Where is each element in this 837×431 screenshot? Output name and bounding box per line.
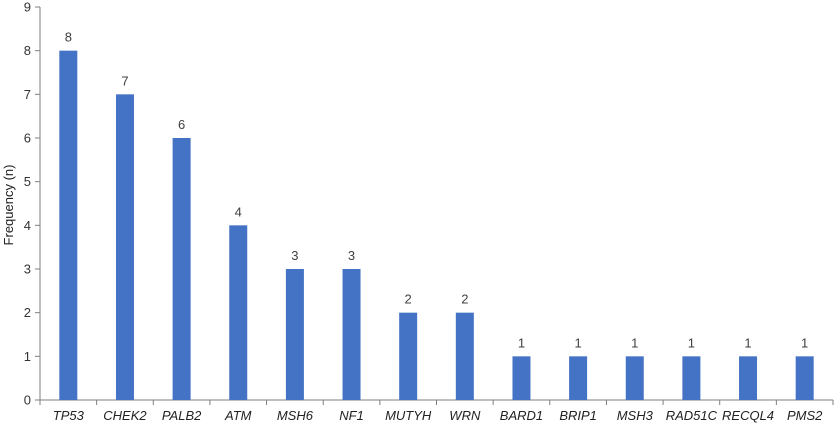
y-axis: 0 1 2 3 4 5 6 7 8 9 [24,0,41,408]
y-tick-label: 3 [24,262,31,277]
y-tick-label: 4 [24,218,31,233]
bar-mutyh [399,312,418,400]
data-label-mutyh: 2 [405,292,412,307]
bar-recql4 [739,356,758,400]
y-tick-label: 8 [24,43,31,58]
bar-wrn [455,312,474,400]
y-tick-label: 9 [24,0,31,15]
y-tick-label: 6 [24,131,31,146]
bar-tp53 [59,50,78,401]
x-tick-label-msh3: MSH3 [617,408,654,423]
x-tick-label-tp53: TP53 [53,408,85,423]
bar-bard1 [512,356,531,400]
data-label-recql4: 1 [744,335,751,350]
data-label-msh6: 3 [291,248,298,263]
y-axis-title: Frequency (n) [1,165,16,246]
x-tick-label-nf1: NF1 [339,408,364,423]
data-label-wrn: 2 [461,292,468,307]
y-tick-label: 2 [24,305,31,320]
x-tick-label-mutyh: MUTYH [385,408,432,423]
data-label-rad51c: 1 [688,335,695,350]
x-tick-label-rad51c: RAD51C [666,408,718,423]
x-tick-label-atm: ATM [224,408,252,423]
x-tick-label-pms2: PMS2 [787,408,823,423]
x-tick-label-bard1: BARD1 [500,408,543,423]
bar-nf1 [342,269,361,400]
y-tick-label: 1 [24,349,31,364]
bar-brip1 [569,356,588,400]
x-tick-label-recql4: RECQL4 [722,408,774,423]
data-label-palb2: 6 [178,117,185,132]
data-label-atm: 4 [235,204,242,219]
y-tick-label: 7 [24,87,31,102]
x-axis: TP53 CHEK2 PALB2 ATM MSH6 NF1 MUTYH WRN BARD1 BRI… [39,399,834,423]
bar-msh6 [285,269,304,400]
data-label-tp53: 8 [65,30,72,45]
data-label-msh3: 1 [631,335,638,350]
x-tick-label-brip1: BRIP1 [559,408,597,423]
data-label-chek2: 7 [121,73,128,88]
data-label-nf1: 3 [348,248,355,263]
bar-palb2 [172,138,191,400]
bar-rad51c [682,356,701,400]
x-tick-label-wrn: WRN [449,408,481,423]
bar-chek2 [115,94,134,400]
bars [59,50,814,401]
x-tick-label-chek2: CHEK2 [103,408,147,423]
y-tick-label: 0 [24,393,31,408]
x-tick-label-palb2: PALB2 [162,408,202,423]
data-label-pms2: 1 [801,335,808,350]
data-labels: 8 7 6 4 3 3 2 2 1 1 1 1 1 1 [65,30,809,351]
data-label-bard1: 1 [518,335,525,350]
y-tick-label: 5 [24,174,31,189]
x-tick-label-msh6: MSH6 [277,408,314,423]
bar-atm [229,225,248,400]
bar-pms2 [795,356,814,400]
data-label-brip1: 1 [574,335,581,350]
bar-msh3 [625,356,644,400]
